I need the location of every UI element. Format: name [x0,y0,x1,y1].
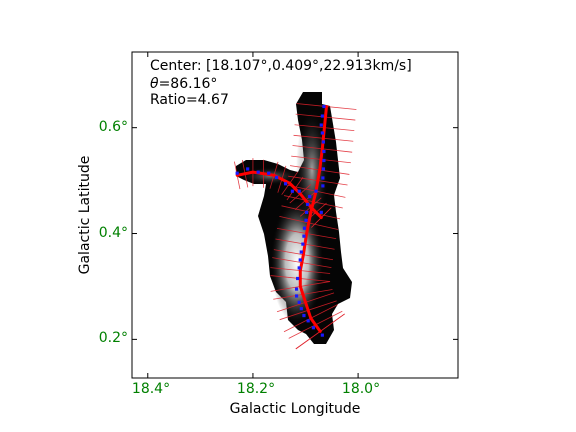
node-point-32 [246,167,250,171]
node-point-10 [314,189,318,193]
node-point-18 [301,242,305,246]
node-point-3 [320,131,324,135]
node-point-20 [298,258,302,262]
x-axis-label: Galactic Longitude [230,401,361,417]
node-point-27 [302,313,306,318]
node-point-14 [319,210,323,214]
intensity-map [234,92,357,350]
y-tick-label-0: 0.2° [99,330,128,346]
node-point-36 [283,182,288,186]
x-tick-label-0: 18.4° [132,381,170,397]
node-point-0 [322,104,326,109]
node-point-4 [321,140,325,144]
spine-main-line [298,105,328,333]
node-point-5 [322,149,326,154]
x-tick-label-2: 18.0° [342,381,380,397]
node-point-21 [297,266,301,270]
plot-frame [131,51,459,379]
y-axis-label: Galactic Latitude [77,156,93,275]
node-point-34 [267,171,271,175]
node-point-6 [322,158,326,163]
y-tick-label-2: 0.6° [99,119,128,135]
node-point-17 [302,234,306,238]
x-tick-label-1: 18.2° [237,381,275,397]
node-point-1 [320,114,324,118]
theta-symbol: θ [150,76,159,92]
node-point-12 [306,202,310,207]
annotation-center: Center: [18.107°,0.409°,22.913km/s] [150,58,412,74]
node-point-9 [321,184,325,188]
node-point-30 [320,333,324,337]
node-point-2 [319,123,323,127]
node-point-25 [297,300,301,304]
node-point-19 [299,250,303,254]
annotation-theta: θ=86.16° [150,76,217,92]
node-point-13 [304,210,309,214]
node-point-15 [304,218,308,222]
y-tick-label-1: 0.4° [99,225,128,241]
node-point-8 [321,176,325,180]
node-point-24 [294,294,299,298]
node-point-33 [256,170,260,174]
node-point-28 [306,319,310,323]
node-point-23 [294,287,299,291]
node-point-22 [296,276,300,281]
node-point-31 [235,171,239,175]
ticks [132,52,458,378]
node-point-29 [311,326,316,330]
node-point-37 [290,189,294,193]
node-point-35 [274,175,279,180]
node-point-38 [297,189,301,193]
node-point-26 [299,307,303,311]
theta-value: =86.16° [159,76,218,92]
spine-nodes [235,104,326,337]
annotation-ratio: Ratio=4.67 [150,92,229,108]
node-point-16 [302,226,307,230]
node-point-11 [308,194,312,199]
node-point-7 [321,167,325,171]
spine-branch-line [235,170,323,220]
spines [235,105,328,333]
